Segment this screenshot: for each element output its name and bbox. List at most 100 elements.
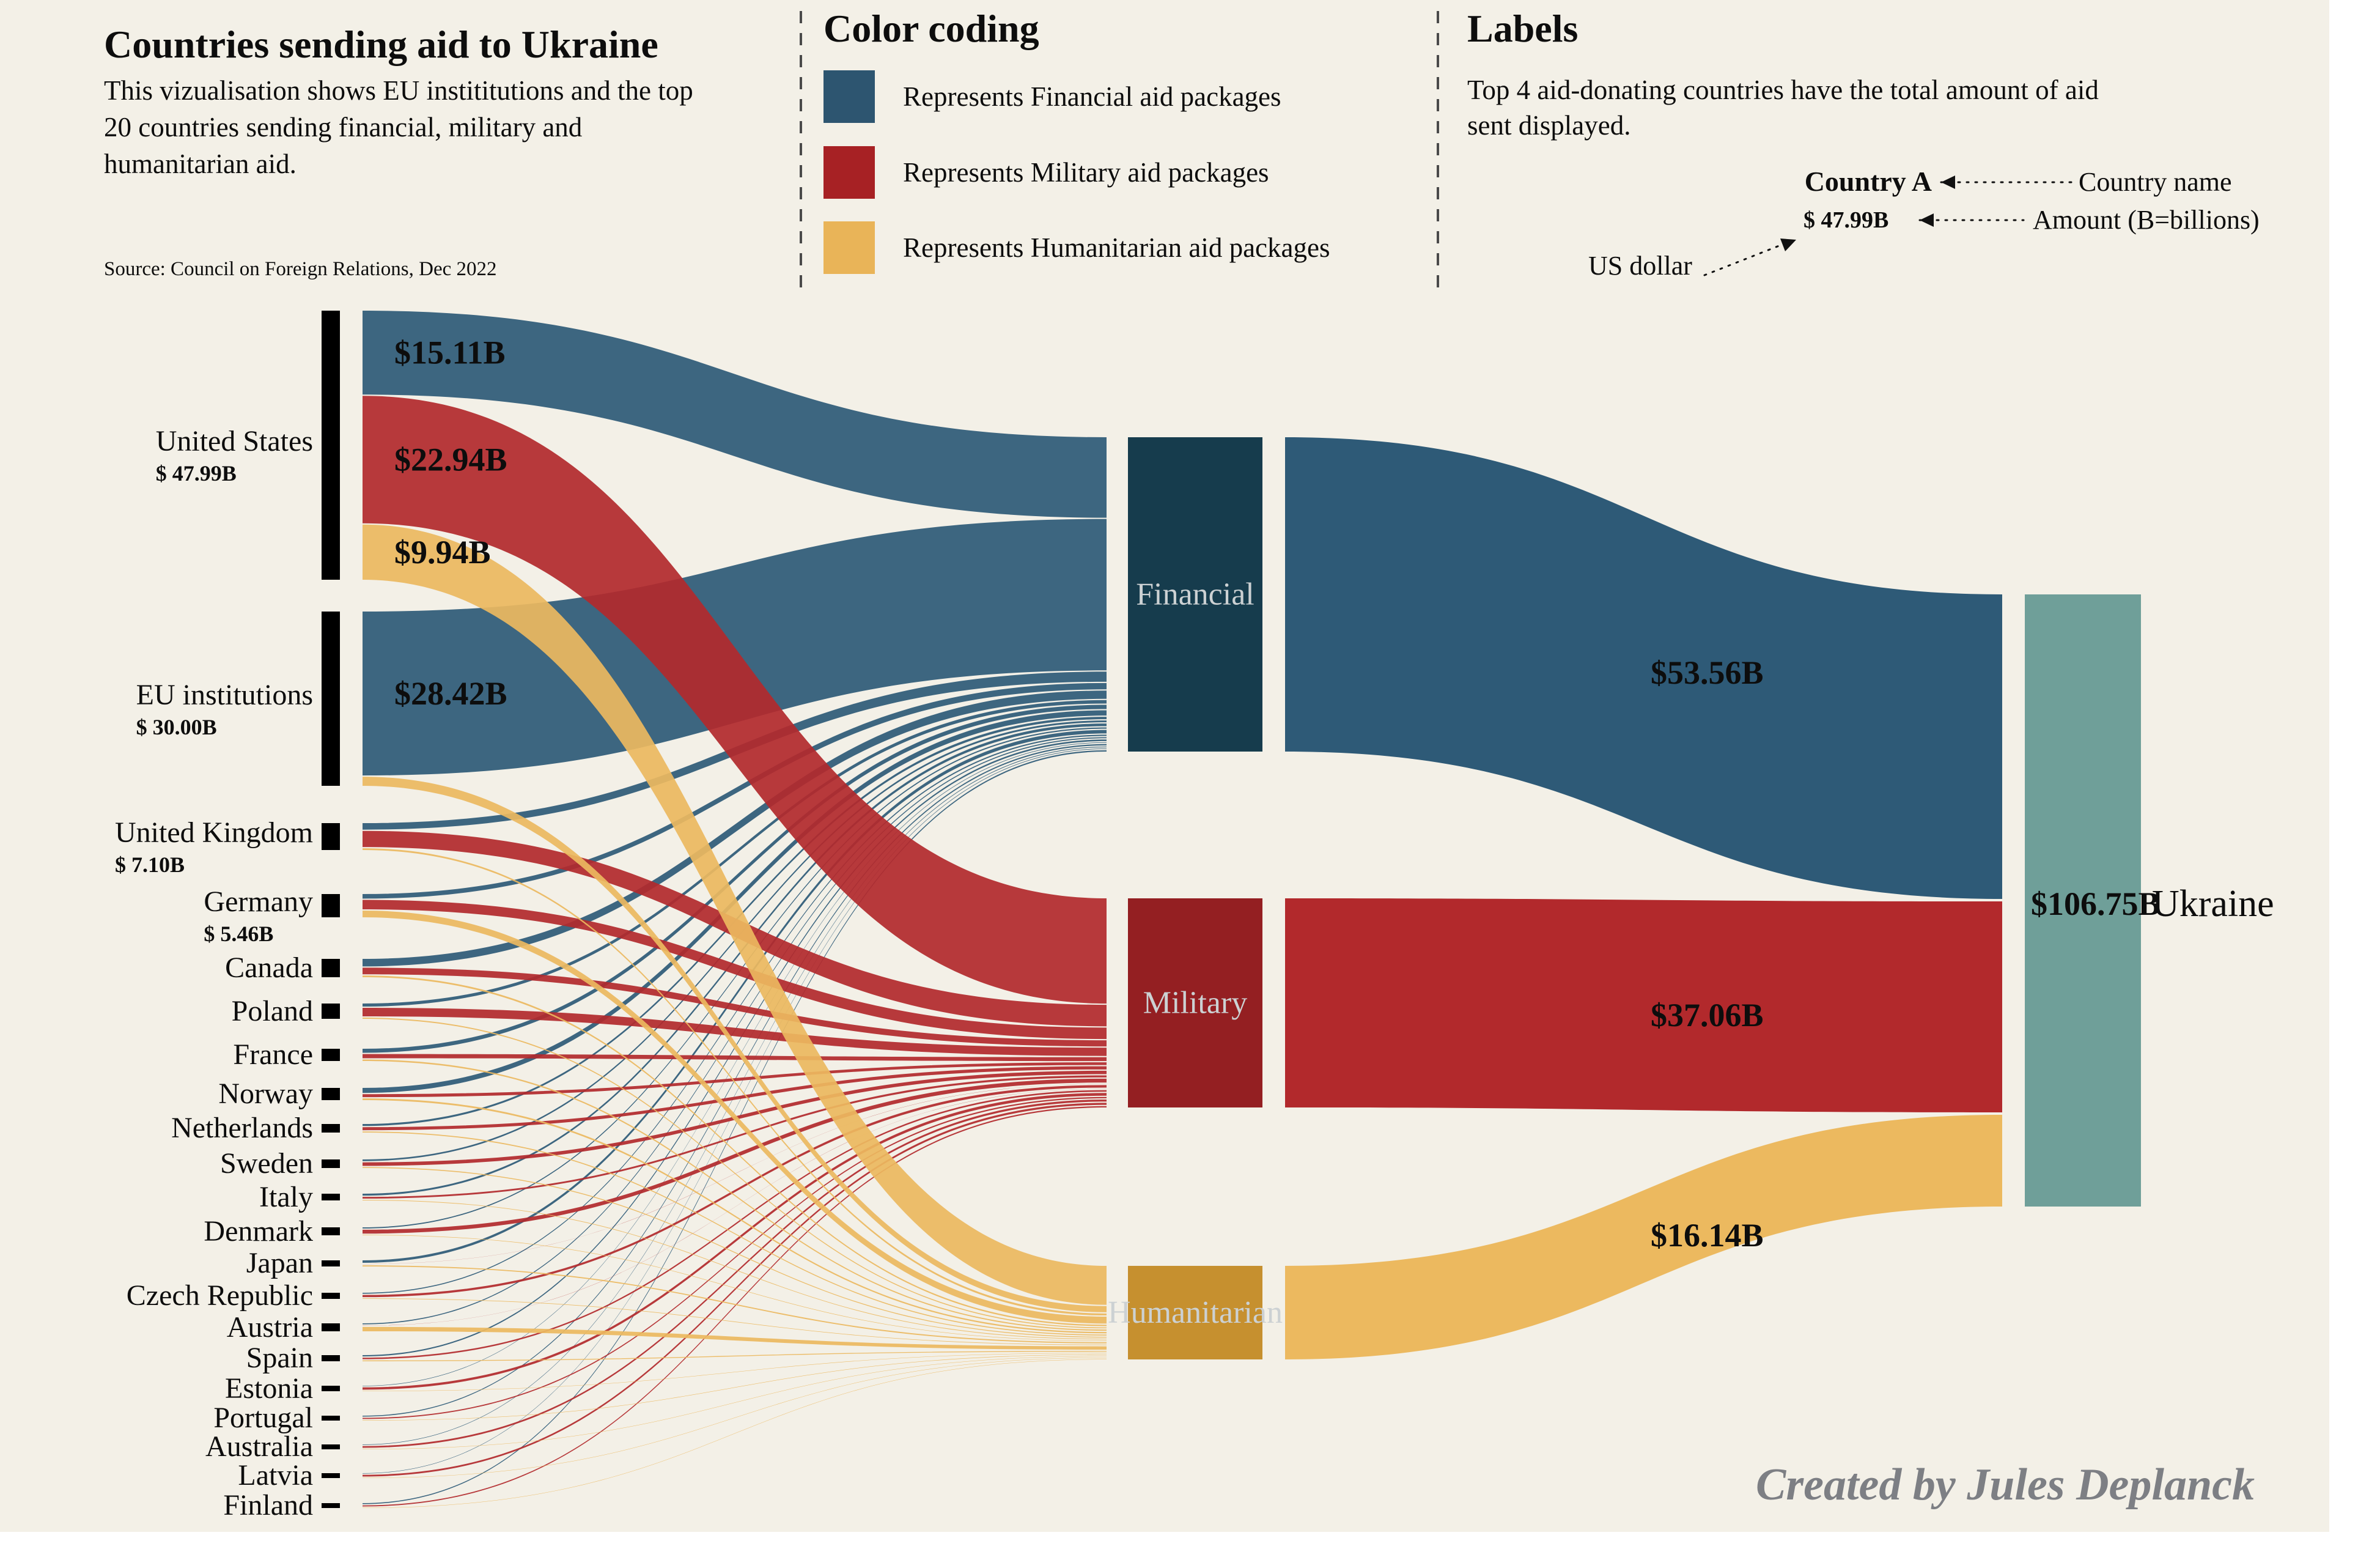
- flow-poland-military: [363, 1008, 1107, 1056]
- country-label-france: France: [233, 1038, 313, 1072]
- node-poland: [322, 1004, 340, 1019]
- country-name: Denmark: [204, 1214, 313, 1248]
- country-label-sweden: Sweden: [220, 1147, 313, 1181]
- flow-france-humanitarian: [363, 1059, 1107, 1331]
- legend-label: Represents Military aid packages: [903, 157, 1269, 188]
- country-amount: $ 7.10B: [115, 852, 185, 877]
- country-name: Latvia: [238, 1459, 313, 1492]
- flow-spain-military: [363, 1090, 1107, 1359]
- flow-italy-military: [363, 1075, 1107, 1199]
- flow-eu-institutions-humanitarian: [363, 777, 1107, 1312]
- flow-value-united-states-military: $22.94B: [394, 441, 507, 478]
- country-label-finland: Finland: [223, 1488, 313, 1523]
- country-label-latvia: Latvia: [238, 1458, 313, 1493]
- flow-latvia-financial: [363, 748, 1107, 1474]
- country-name: Norway: [218, 1078, 313, 1110]
- country-name: Estonia: [225, 1372, 313, 1405]
- node-finland: [322, 1503, 340, 1508]
- legend-item-financial: Represents Financial aid packages: [823, 70, 1281, 123]
- flow-portugal-military: [363, 1096, 1107, 1419]
- arrowhead-icon: [1780, 238, 1796, 251]
- country-label-united-states: United States $ 47.99B: [156, 424, 313, 487]
- node-eu-institutions: [322, 612, 340, 786]
- flow-latvia-humanitarian: [363, 1357, 1107, 1478]
- flow-finland-military: [363, 1106, 1107, 1507]
- country-name: Finland: [223, 1489, 313, 1521]
- flow-japan-financial: [363, 730, 1107, 1263]
- flow-finland-humanitarian: [363, 1359, 1107, 1508]
- subtitle-line-3: humanitarian aid.: [104, 149, 297, 179]
- legend-label: Represents Financial aid packages: [903, 81, 1281, 112]
- country-name: Japan: [246, 1247, 313, 1279]
- node-france: [322, 1049, 340, 1061]
- flow-military-to-ukraine: [1285, 898, 2002, 1112]
- flow-netherlands-humanitarian: [363, 1131, 1107, 1336]
- flow-italy-humanitarian: [363, 1200, 1107, 1340]
- flow-spain-humanitarian: [363, 1351, 1107, 1361]
- humanitarian-color-swatch: [823, 221, 875, 274]
- country-label-czech-republic: Czech Republic: [127, 1279, 313, 1313]
- labels-guide-line-2: sent displayed.: [1467, 110, 1631, 141]
- country-label-austria: Austria: [227, 1311, 313, 1345]
- country-name: United States: [155, 425, 313, 457]
- flow-value-united-states-financial: $15.11B: [394, 335, 506, 371]
- flow-australia-military: [363, 1099, 1107, 1448]
- node-label-financial: Financial: [1136, 577, 1254, 612]
- node-portugal: [322, 1416, 340, 1421]
- country-amount: $ 5.46B: [204, 922, 274, 946]
- example-amount-label: $ 47.99B: [1803, 207, 1889, 233]
- node-germany: [322, 894, 340, 917]
- country-name: United Kingdom: [115, 816, 313, 849]
- flow-total-humanitarian: $16.14B: [1651, 1217, 1764, 1254]
- country-name: France: [233, 1038, 313, 1071]
- country-label-denmark: Denmark: [204, 1214, 313, 1249]
- node-italy: [322, 1194, 340, 1200]
- node-financial: [1128, 437, 1262, 752]
- flow-finland-financial: [363, 750, 1107, 1504]
- country-amount: $ 30.00B: [136, 714, 217, 739]
- node-ukraine: [2025, 594, 2141, 1207]
- flow-japan-military: [363, 1084, 1107, 1265]
- country-label-norway: Norway: [218, 1077, 313, 1111]
- node-norway: [322, 1088, 340, 1100]
- country-name: Czech Republic: [126, 1279, 313, 1312]
- country-name: Netherlands: [171, 1112, 313, 1144]
- flow-germany-military: [363, 900, 1107, 1040]
- flow-canada-financial: [363, 690, 1107, 967]
- country-label-eu-institutions: EU institutions $ 30.00B: [136, 678, 313, 741]
- flow-czech-republic-military: [363, 1085, 1107, 1298]
- page-title: Countries sending aid to Ukraine: [104, 23, 658, 66]
- flow-united-kingdom-humanitarian: [363, 848, 1107, 1316]
- country-name: Portugal: [213, 1402, 313, 1434]
- credit: Created by Jules Deplanck: [1756, 1460, 2255, 1510]
- subtitle-line-2: 20 countries sending financial, military…: [104, 112, 583, 142]
- country-label-spain: Spain: [246, 1341, 313, 1375]
- financial-color-swatch: [823, 70, 875, 123]
- labels-guide-heading: Labels: [1467, 7, 1579, 50]
- node-netherlands: [322, 1124, 340, 1133]
- country-name: EU institutions: [136, 678, 313, 711]
- node-united-states: [322, 311, 340, 580]
- flow-total-military: $37.06B: [1651, 997, 1764, 1033]
- example-country-label: Country A: [1804, 166, 1932, 197]
- node-czech-republic: [322, 1293, 340, 1299]
- legend-heading: Color coding: [823, 7, 1039, 50]
- flow-latvia-military: [363, 1103, 1107, 1477]
- node-spain: [322, 1355, 340, 1361]
- country-label-australia: Australia: [205, 1430, 313, 1464]
- ukraine-total: $106.75B: [2031, 885, 2161, 922]
- flow-value-eu-institutions-financial: $28.42B: [394, 675, 507, 712]
- ukraine-label: Ukraine: [2152, 883, 2274, 925]
- flow-denmark-financial: [363, 727, 1107, 1229]
- flow-financial-to-ukraine: [1285, 437, 2002, 899]
- flow-portugal-humanitarian: [363, 1354, 1107, 1421]
- flow-canada-military: [363, 967, 1107, 1047]
- flow-netherlands-military: [363, 1066, 1107, 1131]
- flow-austria-humanitarian: [363, 1326, 1107, 1350]
- flow-japan-humanitarian: [363, 1265, 1107, 1344]
- flow-italy-financial: [363, 723, 1107, 1196]
- node-sweden: [322, 1159, 340, 1168]
- country-label-estonia: Estonia: [225, 1372, 313, 1406]
